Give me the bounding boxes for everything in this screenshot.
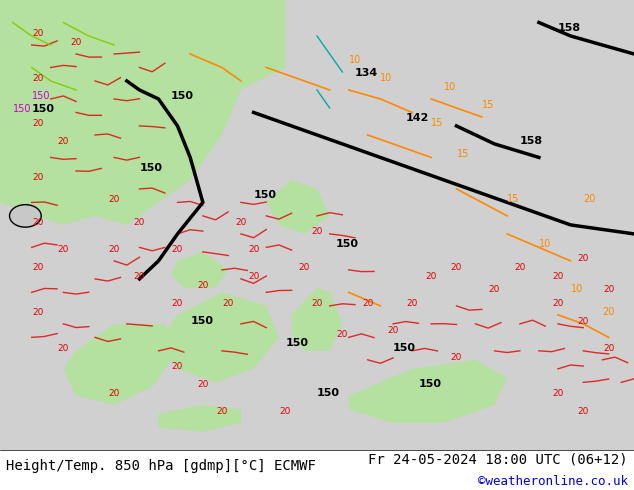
Polygon shape xyxy=(63,324,178,405)
Text: 20: 20 xyxy=(406,299,418,308)
Text: 20: 20 xyxy=(134,218,145,227)
Text: 150: 150 xyxy=(393,343,416,353)
Text: 150: 150 xyxy=(13,104,31,115)
Text: Height/Temp. 850 hPa [gdmp][°C] ECMWF: Height/Temp. 850 hPa [gdmp][°C] ECMWF xyxy=(6,459,316,473)
Text: 150: 150 xyxy=(190,316,213,326)
Text: 20: 20 xyxy=(32,308,44,317)
Text: 134: 134 xyxy=(355,69,378,78)
Text: 20: 20 xyxy=(451,353,462,362)
Text: 20: 20 xyxy=(172,299,183,308)
Text: 20: 20 xyxy=(134,272,145,281)
Text: 20: 20 xyxy=(337,330,348,340)
Text: 20: 20 xyxy=(172,245,183,254)
Text: 20: 20 xyxy=(32,173,44,182)
Text: 20: 20 xyxy=(248,245,259,254)
Polygon shape xyxy=(158,405,241,432)
Text: 20: 20 xyxy=(311,299,323,308)
Text: 158: 158 xyxy=(520,136,543,146)
Text: 20: 20 xyxy=(514,263,526,272)
Text: 20: 20 xyxy=(32,263,44,272)
Text: 20: 20 xyxy=(425,272,437,281)
Polygon shape xyxy=(292,288,342,351)
Text: 20: 20 xyxy=(197,380,209,389)
Text: 150: 150 xyxy=(418,379,441,389)
Text: 142: 142 xyxy=(406,114,429,123)
Text: 20: 20 xyxy=(32,119,44,128)
Text: 20: 20 xyxy=(552,299,564,308)
Text: 20: 20 xyxy=(552,272,564,281)
Text: 158: 158 xyxy=(558,24,581,33)
Text: 10: 10 xyxy=(444,82,456,92)
Polygon shape xyxy=(0,0,285,225)
Text: 20: 20 xyxy=(108,196,120,204)
Text: Fr 24-05-2024 18:00 UTC (06+12): Fr 24-05-2024 18:00 UTC (06+12) xyxy=(368,453,628,467)
Text: 20: 20 xyxy=(578,254,589,263)
Text: 20: 20 xyxy=(32,218,44,227)
Text: 20: 20 xyxy=(172,362,183,371)
Text: 150: 150 xyxy=(285,339,308,348)
Polygon shape xyxy=(266,180,330,234)
Text: 20: 20 xyxy=(235,218,247,227)
Text: 20: 20 xyxy=(578,317,589,326)
Text: 20: 20 xyxy=(58,137,69,146)
Text: 20: 20 xyxy=(603,344,614,353)
Text: 20: 20 xyxy=(451,263,462,272)
Text: 20: 20 xyxy=(197,281,209,290)
Text: 150: 150 xyxy=(32,104,55,115)
Text: 20: 20 xyxy=(603,285,614,294)
Text: 20: 20 xyxy=(108,389,120,398)
Text: 10: 10 xyxy=(349,55,361,65)
Text: 20: 20 xyxy=(216,407,228,416)
Text: 20: 20 xyxy=(280,407,291,416)
Text: 20: 20 xyxy=(58,245,69,254)
Polygon shape xyxy=(171,252,228,288)
Text: 15: 15 xyxy=(482,100,495,110)
Text: 150: 150 xyxy=(32,91,50,101)
Text: 20: 20 xyxy=(32,29,44,38)
Text: 20: 20 xyxy=(387,326,399,335)
Text: 150: 150 xyxy=(254,190,276,200)
Text: 20: 20 xyxy=(578,407,589,416)
Text: 20: 20 xyxy=(32,74,44,83)
Text: ©weatheronline.co.uk: ©weatheronline.co.uk xyxy=(477,475,628,489)
Text: 20: 20 xyxy=(108,245,120,254)
Text: 150: 150 xyxy=(317,388,340,398)
Text: 20: 20 xyxy=(362,299,373,308)
Circle shape xyxy=(10,205,41,227)
Text: 20: 20 xyxy=(602,307,615,317)
Text: 20: 20 xyxy=(489,285,500,294)
Polygon shape xyxy=(158,293,279,382)
Text: 15: 15 xyxy=(507,195,520,204)
Text: 150: 150 xyxy=(171,91,194,101)
Text: 15: 15 xyxy=(456,149,469,159)
Text: 20: 20 xyxy=(311,227,323,236)
Text: 20: 20 xyxy=(583,195,596,204)
Text: 150: 150 xyxy=(336,240,359,249)
Text: 15: 15 xyxy=(431,118,444,128)
Text: 20: 20 xyxy=(70,38,82,47)
Text: 10: 10 xyxy=(571,284,583,294)
Text: 150: 150 xyxy=(139,163,162,173)
Polygon shape xyxy=(349,360,507,423)
Text: 20: 20 xyxy=(223,299,234,308)
Text: 10: 10 xyxy=(380,73,392,83)
Text: 20: 20 xyxy=(58,344,69,353)
Text: 20: 20 xyxy=(248,272,259,281)
Text: 10: 10 xyxy=(539,240,551,249)
Text: 20: 20 xyxy=(552,389,564,398)
Text: 20: 20 xyxy=(299,263,310,272)
